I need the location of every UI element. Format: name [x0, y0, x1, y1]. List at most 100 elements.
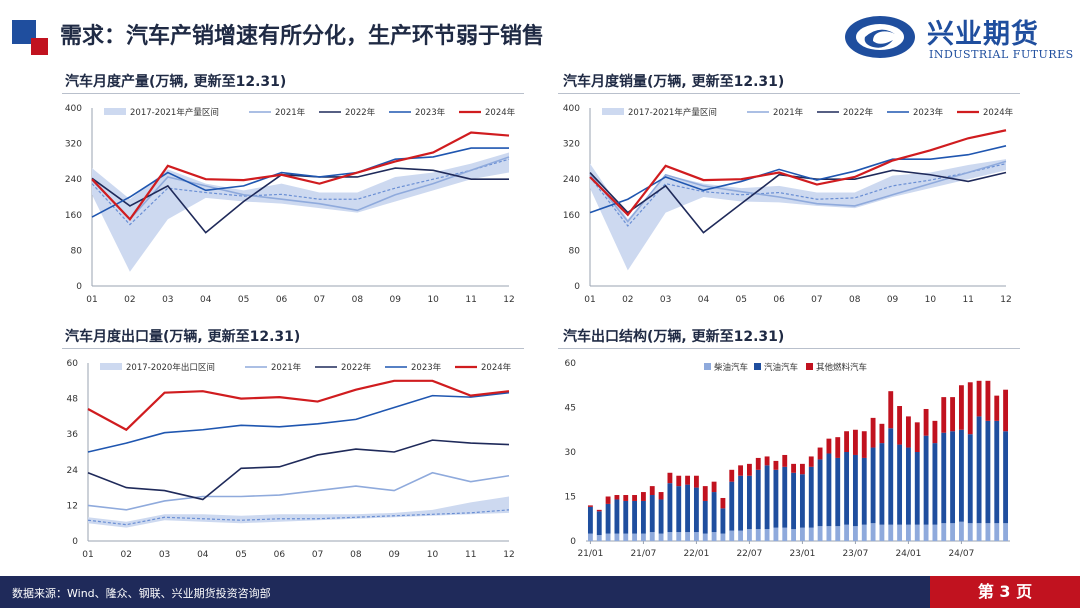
y-tick-label: 45 — [565, 404, 576, 414]
bar-segment-24/01-其他燃料汽车 — [905, 416, 911, 448]
bar-segment-21/02-汽油汽车 — [596, 511, 602, 536]
bar-segment-22/10-其他燃料汽车 — [773, 460, 779, 470]
bar-segment-21/09-柴油汽车 — [658, 533, 664, 541]
bar-segment-21/04-其他燃料汽车 — [614, 495, 620, 500]
x-tick-label: 08 — [352, 295, 364, 305]
bar-segment-24/07-柴油汽车 — [958, 521, 964, 541]
range-mean-line — [87, 509, 510, 526]
chart-title-production: 汽车月度产量(万辆, 更新至12.31) — [65, 74, 287, 90]
x-tick-label: 10 — [925, 295, 937, 305]
x-tick-label: 06 — [276, 295, 288, 305]
bar-segment-24/06-汽油汽车 — [950, 431, 956, 524]
panel-divider — [558, 93, 1020, 94]
x-tick-label: 05 — [736, 295, 747, 305]
bar-segment-24/03-汽油汽车 — [923, 435, 929, 525]
y-tick-label: 160 — [65, 211, 82, 221]
bar-segment-24/05-汽油汽车 — [941, 432, 947, 524]
bar-segment-24/06-柴油汽车 — [950, 523, 956, 541]
bar-segment-24/09-其他燃料汽车 — [976, 380, 982, 417]
x-tick-label: 12 — [1000, 295, 1011, 305]
bar-segment-23/04-柴油汽车 — [826, 526, 832, 541]
y-tick-label: 30 — [565, 448, 577, 458]
x-tick-label: 21/07 — [630, 549, 656, 559]
bar-segment-24/02-汽油汽车 — [914, 452, 920, 525]
bar-segment-21/05-柴油汽车 — [623, 533, 629, 541]
x-tick-label: 10 — [427, 295, 439, 305]
legend-label: 2021年 — [773, 107, 804, 118]
range-mean-line — [91, 158, 510, 226]
bar-segment-21/08-汽油汽车 — [649, 495, 655, 533]
x-tick-label: 03 — [162, 295, 173, 305]
y-tick-label: 60 — [67, 359, 79, 369]
legend-swatch — [754, 363, 761, 370]
legend-swatch — [806, 363, 813, 370]
bar-segment-24/05-其他燃料汽车 — [941, 397, 947, 433]
bar-segment-21/02-其他燃料汽车 — [596, 509, 602, 512]
bar-segment-21/07-汽油汽车 — [640, 500, 646, 534]
bar-segment-22/03-汽油汽车 — [711, 492, 717, 533]
bar-segment-22/03-其他燃料汽车 — [711, 481, 717, 493]
legend-label: 2023年 — [913, 107, 944, 118]
chart-title-sales: 汽车月度销量(万辆, 更新至12.31) — [563, 74, 785, 90]
bar-segment-22/02-汽油汽车 — [702, 500, 708, 534]
x-tick-label: 03 — [660, 295, 671, 305]
bar-segment-23/06-其他燃料汽车 — [844, 431, 850, 452]
x-tick-label: 06 — [274, 550, 286, 560]
y-tick-label: 0 — [76, 282, 82, 292]
logo-mark-icon — [845, 16, 915, 58]
bar-segment-22/08-其他燃料汽车 — [755, 457, 761, 470]
bar-segment-21/06-汽油汽车 — [632, 500, 638, 534]
series-line-2023年 — [589, 145, 1007, 214]
data-source-note: 数据来源：Wind、隆众、钢联、兴业期货投资咨询部 — [12, 587, 271, 600]
y-tick-label: 24 — [67, 466, 79, 476]
bar-segment-21/12-其他燃料汽车 — [685, 475, 691, 485]
x-tick-label: 11 — [962, 295, 973, 305]
legend-label: 2024年 — [485, 107, 516, 118]
x-tick-label: 24/01 — [895, 549, 921, 559]
range-mean-line — [589, 163, 1007, 227]
legend-label: 2023年 — [411, 362, 442, 373]
y-tick-label: 80 — [71, 246, 83, 256]
bar-segment-23/02-其他燃料汽车 — [808, 456, 814, 467]
bar-segment-22/01-其他燃料汽车 — [693, 475, 699, 488]
x-tick-label: 11 — [465, 295, 476, 305]
bar-segment-24/12-其他燃料汽车 — [1003, 389, 1009, 432]
bar-segment-23/12-柴油汽车 — [897, 524, 903, 541]
bar-segment-21/03-柴油汽车 — [605, 533, 611, 541]
series-line-2021年 — [87, 471, 510, 511]
bar-segment-23/01-汽油汽车 — [799, 474, 805, 528]
series-line-2024年 — [91, 131, 510, 221]
bar-segment-22/04-其他燃料汽车 — [720, 497, 726, 509]
x-tick-label: 04 — [698, 295, 710, 305]
y-tick-label: 48 — [67, 395, 79, 405]
legend-label: 汽油汽车 — [764, 362, 798, 373]
bar-segment-24/08-柴油汽车 — [967, 523, 973, 541]
legend-label: 2021年 — [275, 107, 306, 118]
x-tick-label: 05 — [235, 550, 246, 560]
panel-divider — [62, 93, 524, 94]
bar-segment-21/01-其他燃料汽车 — [587, 505, 593, 507]
bar-segment-22/09-柴油汽车 — [764, 529, 770, 541]
bar-segment-23/06-汽油汽车 — [844, 452, 850, 525]
x-tick-label: 01 — [82, 550, 93, 560]
bar-segment-21/07-其他燃料汽车 — [640, 492, 646, 501]
bar-segment-23/08-柴油汽车 — [861, 524, 867, 541]
bar-segment-21/02-柴油汽车 — [596, 535, 602, 541]
bar-segment-21/12-汽油汽车 — [685, 484, 691, 533]
y-tick-label: 0 — [72, 537, 78, 547]
legend-label: 2017-2020年出口区间 — [126, 362, 215, 373]
legend-label: 2017-2021年产量区间 — [628, 107, 717, 118]
bar-segment-24/07-汽油汽车 — [958, 429, 964, 522]
y-tick-label: 160 — [563, 211, 580, 221]
bar-segment-24/06-其他燃料汽车 — [950, 397, 956, 432]
range-band-area — [590, 159, 1006, 271]
bar-segment-23/05-柴油汽车 — [835, 526, 841, 541]
company-logo: 兴业期货 INDUSTRIAL FUTURES — [843, 12, 1073, 64]
x-tick-label: 02 — [622, 295, 633, 305]
y-tick-label: 60 — [565, 359, 577, 369]
bar-segment-23/02-汽油汽车 — [808, 466, 814, 528]
bar-segment-22/12-柴油汽车 — [791, 529, 797, 541]
x-tick-label: 09 — [887, 295, 899, 305]
bar-segment-22/06-其他燃料汽车 — [738, 465, 744, 476]
